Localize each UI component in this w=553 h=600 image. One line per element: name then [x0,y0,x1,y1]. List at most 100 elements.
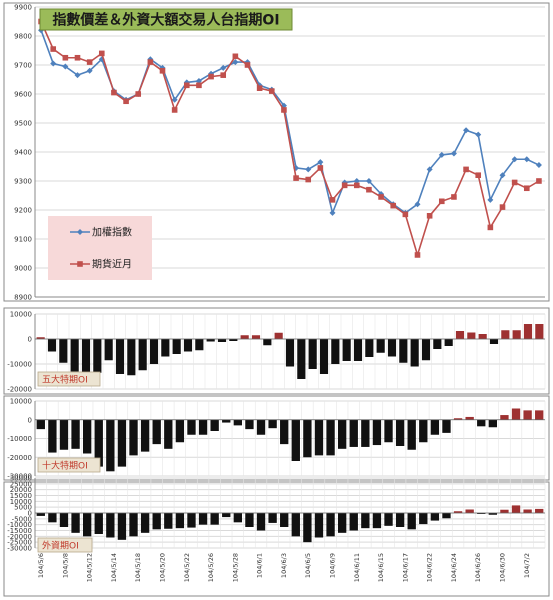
foreign-y-tick-label: 5000 [14,504,32,512]
futures-point [220,72,227,78]
top5-bar [285,339,295,367]
top5-bar [297,339,306,379]
foreign-bar [256,513,266,531]
foreign-bar [210,513,219,525]
top5-bar [455,331,465,339]
main-y-tick-label: 9100 [14,236,32,244]
foreign-y-tick-label: 20000 [10,486,32,494]
main-y-tick-label: 9400 [14,149,32,157]
foreign-y-tick-label: -20000 [7,533,32,541]
futures-point [281,107,287,113]
index-point [523,156,530,163]
futures-point [487,224,494,231]
x-tick-label: 104/7/2 [523,553,531,578]
top5-bar [217,339,227,342]
foreign-bar [372,513,382,529]
index-point [171,96,178,103]
x-tick-label: 104/6/22 [426,553,434,582]
x-tick-label: 104/6/26 [474,553,482,582]
foreign-bar [175,513,185,529]
futures-point [244,62,251,68]
top10-bar [442,419,451,433]
futures-point [475,172,482,178]
top10-bar [314,419,324,456]
foreign-bar [361,513,370,529]
top5-bar [104,339,113,361]
foreign-bar [395,513,405,527]
foreign-bar [268,513,277,523]
top10-bar [303,419,312,458]
top5-bar [512,330,521,339]
x-tick-label: 104/6/3 [280,553,288,578]
top5-bar [183,339,193,352]
futures-point [74,54,81,61]
futures-point [147,59,154,65]
futures-point [341,182,348,189]
top10-bar [222,419,231,423]
top5-bar [195,339,204,351]
top5-bar [353,339,363,361]
foreign-y-tick-label: 30000 [10,475,32,483]
top10-bar [326,419,335,456]
foreign-bar [280,513,289,527]
top5-bar [365,339,374,357]
x-tick-label: 104/6/30 [499,553,507,582]
foreign-bar [233,513,243,523]
foreign-bar [477,513,486,514]
top10-bar [94,419,103,467]
chart-title: 指數價差＆外資大額交易人台指期OI [52,12,279,29]
index-point [438,151,445,158]
index-point [499,172,506,179]
x-tick-label: 104/5/22 [183,553,191,582]
futures-point [208,73,214,80]
top5-bar [376,339,385,353]
top5-bar [331,339,340,364]
index-point [232,59,239,66]
foreign-bar [140,513,150,533]
top10-bar [117,419,127,467]
top5-bar [161,339,170,357]
top10-bar [488,419,498,428]
index-point [220,64,227,71]
top5-bar [149,339,159,364]
index-point [365,178,372,184]
foreign-bar [535,508,544,513]
futures-point [293,175,299,181]
foreign-y-tick-label: -30000 [7,545,32,553]
foreign-bar [453,511,463,513]
top5-bar [467,332,476,339]
x-tick-label: 104/6/17 [401,553,409,582]
foreign-bar [187,513,196,528]
x-tick-label: 104/5/26 [207,553,215,582]
futures-point [159,68,166,74]
top5-bar [93,339,102,373]
top10-bar [407,419,416,450]
top10-bar [233,419,243,426]
foreign-bar [500,509,509,513]
top10-bar [291,419,300,461]
top5-y-tick-label: 10000 [10,311,32,319]
top10-bar [152,419,161,445]
top5-label: 五大特期OI [42,374,88,386]
futures-point [50,46,57,52]
x-tick-label: 104/5/18 [134,553,142,582]
top10-bar [129,419,138,456]
foreign-bar [291,513,300,537]
futures-point [523,185,530,192]
index-point [329,209,336,216]
foreign-bar [117,513,127,540]
top10-bar [430,419,440,435]
top10-bar [71,419,80,449]
series-line-1 [40,29,540,216]
foreign-bar [129,513,138,537]
top10-bar [361,419,370,447]
top10-bar [349,419,358,447]
foreign-bar [442,513,451,519]
index-point [463,127,470,134]
futures-point [62,54,69,61]
index-point [62,63,69,70]
top10-label: 十大特期OI [42,460,88,472]
top5-y-tick-label: 0 [28,336,32,344]
top5-bar [59,339,68,363]
main-y-tick-label: 9900 [14,4,32,12]
